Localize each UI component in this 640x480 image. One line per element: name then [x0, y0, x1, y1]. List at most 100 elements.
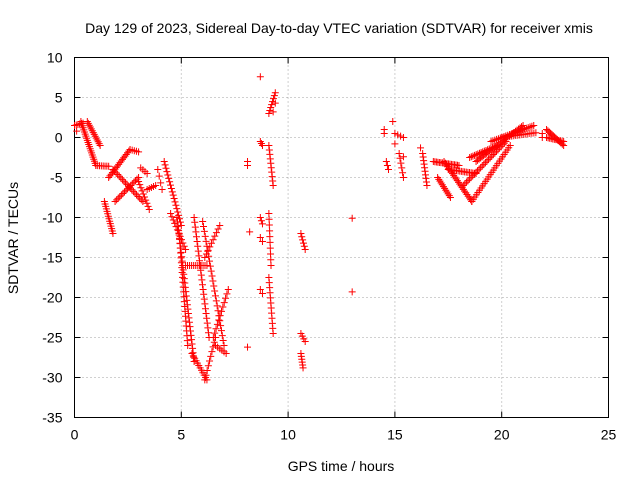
data-point [198, 276, 206, 284]
data-point [461, 180, 469, 188]
data-point [204, 362, 212, 370]
data-point [467, 153, 475, 161]
data-point [194, 247, 202, 255]
data-point [269, 108, 277, 116]
data-point [244, 162, 252, 169]
data-point [492, 147, 500, 155]
data-point [489, 151, 497, 159]
data-point [160, 158, 168, 165]
data-point [139, 198, 147, 205]
y-tick-label: -25 [42, 330, 62, 346]
data-point [197, 271, 205, 279]
data-point [195, 252, 203, 260]
data-point [441, 184, 449, 192]
data-point [300, 242, 308, 250]
data-point [256, 286, 264, 293]
data-point [186, 323, 194, 331]
data-point [258, 290, 266, 297]
data-point [211, 232, 219, 240]
data-point [206, 357, 214, 365]
data-point [485, 155, 493, 163]
data-point [200, 227, 208, 235]
data-point [172, 201, 180, 209]
data-point [258, 142, 266, 149]
data-point [210, 338, 218, 346]
data-point [256, 73, 264, 81]
data-point [152, 182, 160, 189]
data-point [417, 144, 425, 152]
data-point [142, 196, 150, 204]
data-point [190, 214, 198, 221]
data-point [442, 186, 450, 194]
data-point [203, 319, 211, 327]
data-point [257, 217, 265, 225]
data-point [206, 262, 214, 270]
data-point [145, 206, 153, 213]
data-point [423, 182, 431, 189]
data-point [144, 202, 152, 210]
data-point [191, 223, 199, 231]
data-point [207, 267, 215, 275]
data-point [258, 238, 266, 245]
data-point [135, 178, 143, 185]
data-point [222, 294, 230, 302]
data-point [117, 174, 125, 182]
data-point [459, 182, 467, 189]
data-point [161, 161, 169, 169]
data-point [174, 218, 182, 226]
data-point [216, 312, 224, 320]
data-point [560, 138, 568, 145]
data-point [122, 179, 130, 187]
data-point [203, 314, 211, 322]
data-point [166, 178, 174, 186]
data-point [167, 181, 175, 189]
data-point [200, 295, 208, 303]
data-series [71, 73, 568, 384]
data-point [158, 186, 166, 193]
data-point [115, 172, 123, 180]
data-point [267, 262, 275, 269]
data-point [198, 281, 206, 289]
data-point [168, 188, 176, 196]
data-point [469, 152, 477, 160]
data-point [491, 149, 499, 157]
data-point [185, 314, 193, 322]
data-point [299, 239, 307, 247]
data-point [218, 332, 226, 340]
data-point [270, 92, 278, 100]
data-point [141, 193, 149, 201]
data-point [154, 166, 162, 173]
data-point [168, 213, 176, 221]
data-point [201, 376, 209, 384]
data-point [173, 205, 181, 213]
data-point [175, 227, 183, 235]
data-point [258, 220, 266, 228]
data-point [384, 166, 392, 173]
y-tick-label: -30 [42, 370, 62, 386]
data-point [105, 162, 113, 170]
data-point [116, 193, 124, 201]
data-point [211, 329, 219, 337]
x-axis-label: GPS time / hours [288, 458, 395, 474]
data-point [138, 187, 146, 195]
data-point [481, 159, 489, 167]
data-point [299, 364, 307, 372]
data-point [177, 222, 185, 229]
data-point [196, 262, 204, 269]
data-point [202, 310, 210, 317]
data-point [120, 177, 128, 185]
data-point [189, 344, 197, 352]
data-point [271, 99, 279, 107]
data-point [208, 348, 216, 356]
data-point [224, 286, 232, 293]
data-point [204, 329, 212, 337]
y-tick-label: 10 [47, 50, 63, 66]
data-point [464, 177, 472, 185]
data-point [201, 254, 209, 261]
data-point [213, 302, 221, 310]
data-point [391, 130, 399, 137]
data-point [171, 219, 179, 227]
data-point [109, 166, 117, 173]
data-point [207, 239, 215, 247]
data-point [178, 257, 186, 265]
